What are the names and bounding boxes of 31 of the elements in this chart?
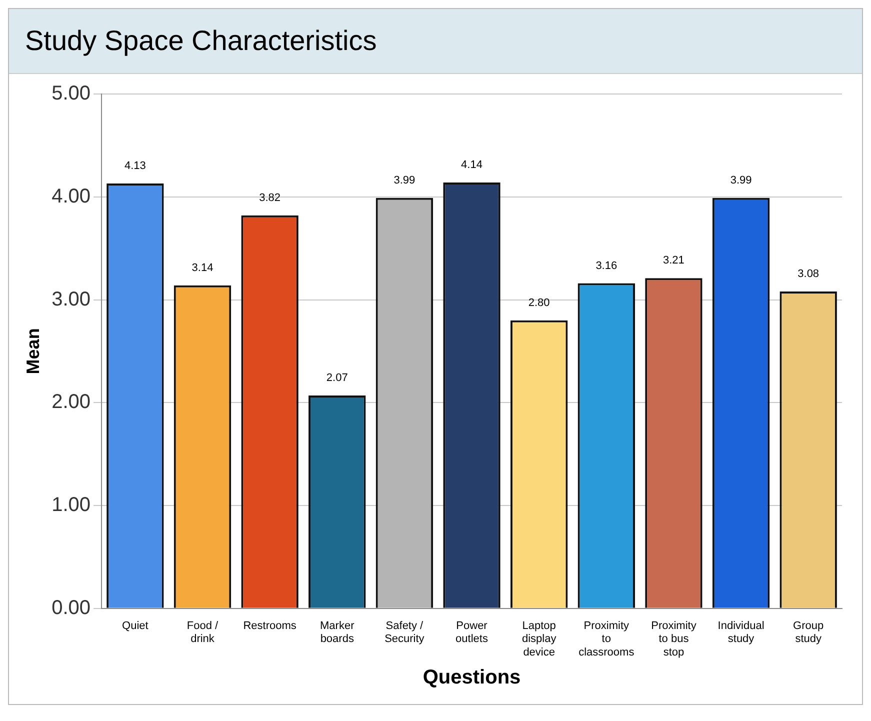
data-label: 3.16 xyxy=(596,260,618,272)
x-tick-label: Marker boards xyxy=(320,620,355,646)
x-tick-label: Group study xyxy=(793,620,824,646)
chart-title: Study Space Characteristics xyxy=(9,9,862,74)
x-tick-label: Quiet xyxy=(122,620,148,632)
data-label: 3.08 xyxy=(798,268,820,280)
y-tick-label: 4.00 xyxy=(52,185,91,208)
x-tick-label: Food / drink xyxy=(186,620,220,646)
data-label: 3.14 xyxy=(192,262,214,274)
data-label: 4.13 xyxy=(124,160,146,172)
data-label: 3.99 xyxy=(394,174,416,186)
data-label: 3.99 xyxy=(730,174,752,186)
x-tick-label: Safety / Security xyxy=(384,620,425,646)
y-tick-label: 1.00 xyxy=(52,494,91,516)
y-tick-label: 5.00 xyxy=(52,82,91,105)
data-label: 3.21 xyxy=(663,254,684,267)
y-tick-label: 2.00 xyxy=(52,391,91,414)
x-axis-title: Questions xyxy=(422,666,521,689)
y-tick-label: 3.00 xyxy=(52,288,91,310)
x-tick-label: Laptop display device xyxy=(522,620,557,658)
data-label: 2.07 xyxy=(326,372,348,384)
y-tick-label: 0.00 xyxy=(52,596,91,619)
y-axis-title: Mean xyxy=(22,328,43,374)
x-tick-label: Restrooms xyxy=(243,620,297,632)
x-tick-label: Proximity to bus stop xyxy=(651,620,697,658)
data-label: 2.80 xyxy=(528,296,550,309)
x-tick-label: Proximity to classrooms xyxy=(578,620,635,658)
x-tick-label: Individual study xyxy=(718,620,764,646)
data-label: 4.14 xyxy=(461,159,482,172)
data-label: 3.82 xyxy=(259,192,281,204)
x-tick-label: Power outlets xyxy=(456,620,488,646)
